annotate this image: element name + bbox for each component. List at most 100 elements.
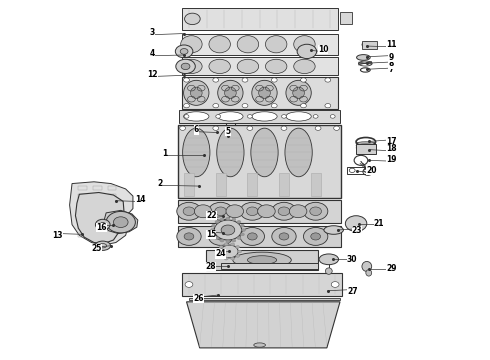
Bar (362, 41, 376, 49)
Ellipse shape (215, 207, 226, 216)
Bar (78, 186, 87, 190)
Ellipse shape (208, 228, 233, 246)
Ellipse shape (247, 233, 257, 240)
Ellipse shape (212, 224, 216, 227)
Ellipse shape (177, 228, 201, 246)
Ellipse shape (236, 246, 240, 248)
Ellipse shape (226, 217, 230, 220)
Ellipse shape (216, 233, 225, 240)
Text: 9: 9 (389, 53, 394, 62)
Text: 22: 22 (207, 211, 217, 220)
Text: 27: 27 (347, 287, 358, 296)
Text: 17: 17 (386, 137, 396, 146)
Polygon shape (75, 193, 124, 244)
Ellipse shape (183, 128, 210, 177)
Ellipse shape (226, 240, 230, 243)
Ellipse shape (215, 220, 219, 223)
Polygon shape (187, 302, 340, 348)
Ellipse shape (247, 256, 277, 264)
Ellipse shape (259, 87, 270, 99)
Ellipse shape (241, 233, 245, 236)
Bar (178, 200, 342, 223)
Text: 29: 29 (386, 264, 396, 273)
Ellipse shape (218, 112, 243, 121)
Ellipse shape (266, 36, 287, 53)
Ellipse shape (209, 59, 230, 73)
Ellipse shape (252, 112, 277, 121)
Ellipse shape (362, 261, 372, 271)
Ellipse shape (356, 144, 375, 148)
Ellipse shape (95, 241, 111, 250)
Ellipse shape (96, 219, 110, 230)
Ellipse shape (310, 207, 321, 216)
Bar (78, 194, 87, 198)
Bar (182, 77, 338, 109)
Ellipse shape (237, 36, 259, 53)
Text: 30: 30 (347, 255, 357, 264)
Ellipse shape (176, 59, 196, 73)
Bar (247, 173, 257, 196)
Bar (108, 194, 116, 198)
Text: 7: 7 (389, 66, 394, 75)
Text: 2: 2 (157, 179, 162, 188)
Ellipse shape (181, 59, 202, 73)
Ellipse shape (224, 243, 228, 246)
Ellipse shape (297, 44, 317, 59)
Text: 1: 1 (162, 149, 167, 158)
Ellipse shape (281, 126, 287, 130)
Ellipse shape (285, 128, 312, 177)
Ellipse shape (223, 133, 229, 140)
Ellipse shape (237, 237, 241, 239)
Ellipse shape (231, 243, 235, 246)
Ellipse shape (184, 104, 190, 108)
Bar (78, 217, 87, 221)
Ellipse shape (286, 112, 311, 121)
Ellipse shape (300, 104, 306, 108)
Bar (184, 173, 194, 196)
Ellipse shape (180, 126, 186, 130)
Text: 24: 24 (216, 249, 226, 258)
Ellipse shape (246, 207, 258, 216)
Ellipse shape (114, 217, 128, 228)
Ellipse shape (331, 282, 339, 287)
Ellipse shape (345, 216, 367, 231)
Text: 13: 13 (52, 231, 63, 240)
Bar (340, 12, 352, 23)
Ellipse shape (362, 42, 370, 48)
Ellipse shape (232, 218, 236, 221)
Ellipse shape (258, 205, 275, 218)
Bar (78, 202, 87, 206)
Ellipse shape (294, 59, 315, 73)
Ellipse shape (254, 343, 266, 347)
Bar (93, 194, 102, 198)
Bar (108, 202, 116, 206)
Bar (93, 225, 102, 229)
Polygon shape (182, 273, 343, 296)
Ellipse shape (271, 104, 277, 108)
Ellipse shape (180, 49, 188, 54)
Ellipse shape (100, 222, 106, 227)
Text: 16: 16 (96, 222, 106, 231)
Ellipse shape (183, 207, 195, 216)
Ellipse shape (266, 59, 287, 73)
Ellipse shape (289, 205, 307, 218)
Ellipse shape (356, 147, 375, 149)
Ellipse shape (294, 36, 315, 53)
Ellipse shape (247, 126, 253, 130)
Polygon shape (70, 182, 133, 245)
Text: 18: 18 (386, 144, 396, 153)
Bar (182, 33, 338, 55)
Ellipse shape (181, 63, 190, 69)
Ellipse shape (185, 13, 200, 24)
Text: 28: 28 (206, 262, 216, 271)
Ellipse shape (325, 78, 331, 82)
Ellipse shape (278, 207, 290, 216)
Ellipse shape (226, 205, 244, 218)
Ellipse shape (252, 80, 277, 105)
Polygon shape (104, 210, 138, 234)
Bar (356, 144, 375, 154)
Ellipse shape (184, 80, 209, 105)
Ellipse shape (324, 226, 343, 234)
Ellipse shape (219, 246, 223, 248)
Ellipse shape (366, 270, 372, 276)
